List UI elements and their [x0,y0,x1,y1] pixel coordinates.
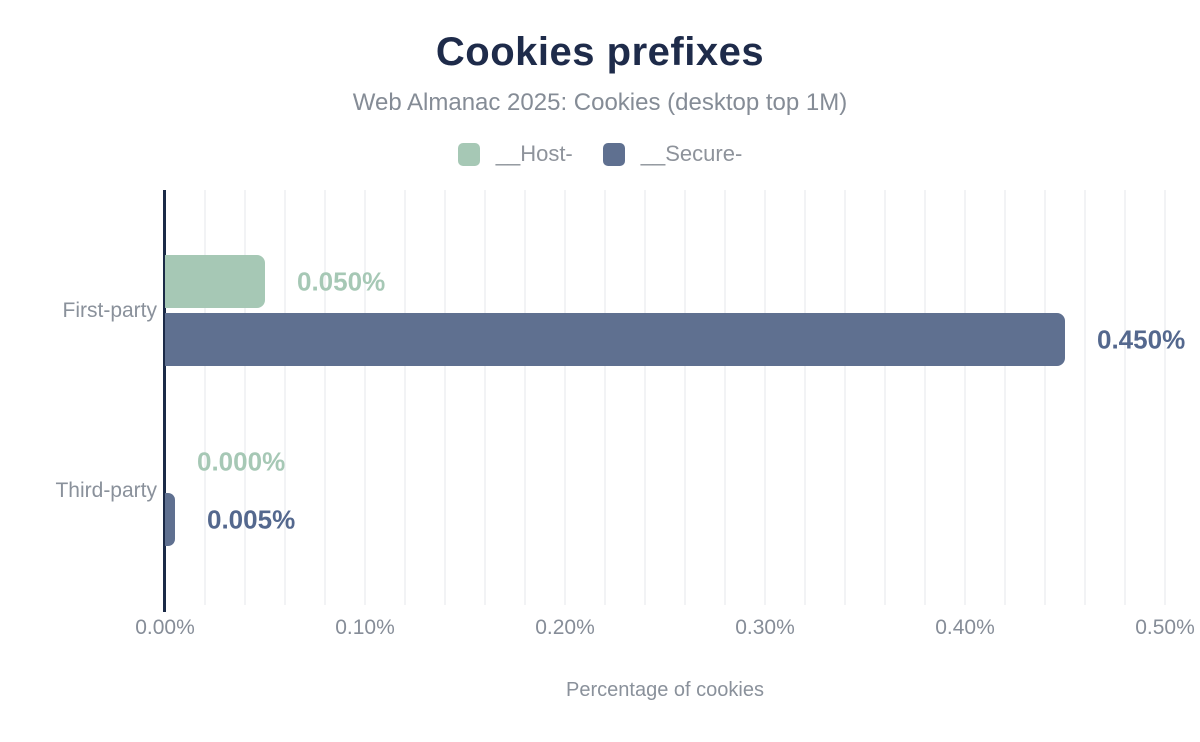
x-axis-tick-label: 0.10% [335,616,395,639]
legend-label-secure: __Secure- [640,141,743,166]
gridline [204,190,206,605]
gridline [1004,190,1006,605]
gridline [1044,190,1046,605]
host-series-swatch-icon [457,142,480,166]
bar-value-label: 0.005% [207,504,296,534]
plot-area: 0.050% 0.450% 0.000% 0.005% [163,190,1185,612]
x-axis-label: Percentage of cookies [566,679,764,701]
bar-third-party-secure[interactable] [165,493,175,546]
gridline [924,190,926,605]
bar-value-label: 0.050% [297,266,386,296]
x-axis-tick-label: 0.50% [1135,616,1195,639]
bar-value-label: 0.000% [197,446,286,476]
gridline [884,190,886,605]
gridline [1124,190,1126,605]
legend-label-host: __Host- [495,141,573,166]
gridline [644,190,646,605]
gridline [1164,190,1166,605]
gridline [484,190,486,605]
gridline [964,190,966,605]
gridline [284,190,286,605]
x-axis-tick-labels: 0.00% 0.10% 0.20% 0.30% 0.40% 0.50% [0,616,1200,642]
legend-item-host[interactable]: __Host- [457,141,573,167]
chart-subtitle: Web Almanac 2025: Cookies (desktop top 1… [352,89,848,116]
gridline [844,190,846,605]
gridline [684,190,686,605]
gridline [724,190,726,605]
gridline [324,190,326,605]
legend: __Host- __Secure- [0,141,1200,167]
chart-title: Cookies prefixes [435,30,765,74]
gridline [404,190,406,605]
y-axis-category-label: First-party [62,298,158,322]
x-axis-tick-label: 0.00% [135,616,195,639]
x-axis-tick-label: 0.30% [735,616,795,639]
bar-first-party-secure[interactable] [165,313,1065,366]
gridline [444,190,446,605]
x-axis-tick-label: 0.40% [935,616,995,639]
x-axis-tick-label: 0.20% [535,616,595,639]
bar-first-party-host[interactable] [165,255,265,308]
gridline [764,190,766,605]
gridline [1084,190,1086,605]
bar-value-label: 0.450% [1097,324,1186,354]
y-axis-category-label: Third-party [55,478,157,502]
gridline [564,190,566,605]
gridline [604,190,606,605]
gridline [364,190,366,605]
secure-series-swatch-icon [602,142,625,166]
gridline [524,190,526,605]
y-axis-line [163,190,166,612]
legend-item-secure[interactable]: __Secure- [602,141,743,167]
gridline [804,190,806,605]
y-axis-category-labels: First-party Third-party [0,190,157,605]
gridline [244,190,246,605]
